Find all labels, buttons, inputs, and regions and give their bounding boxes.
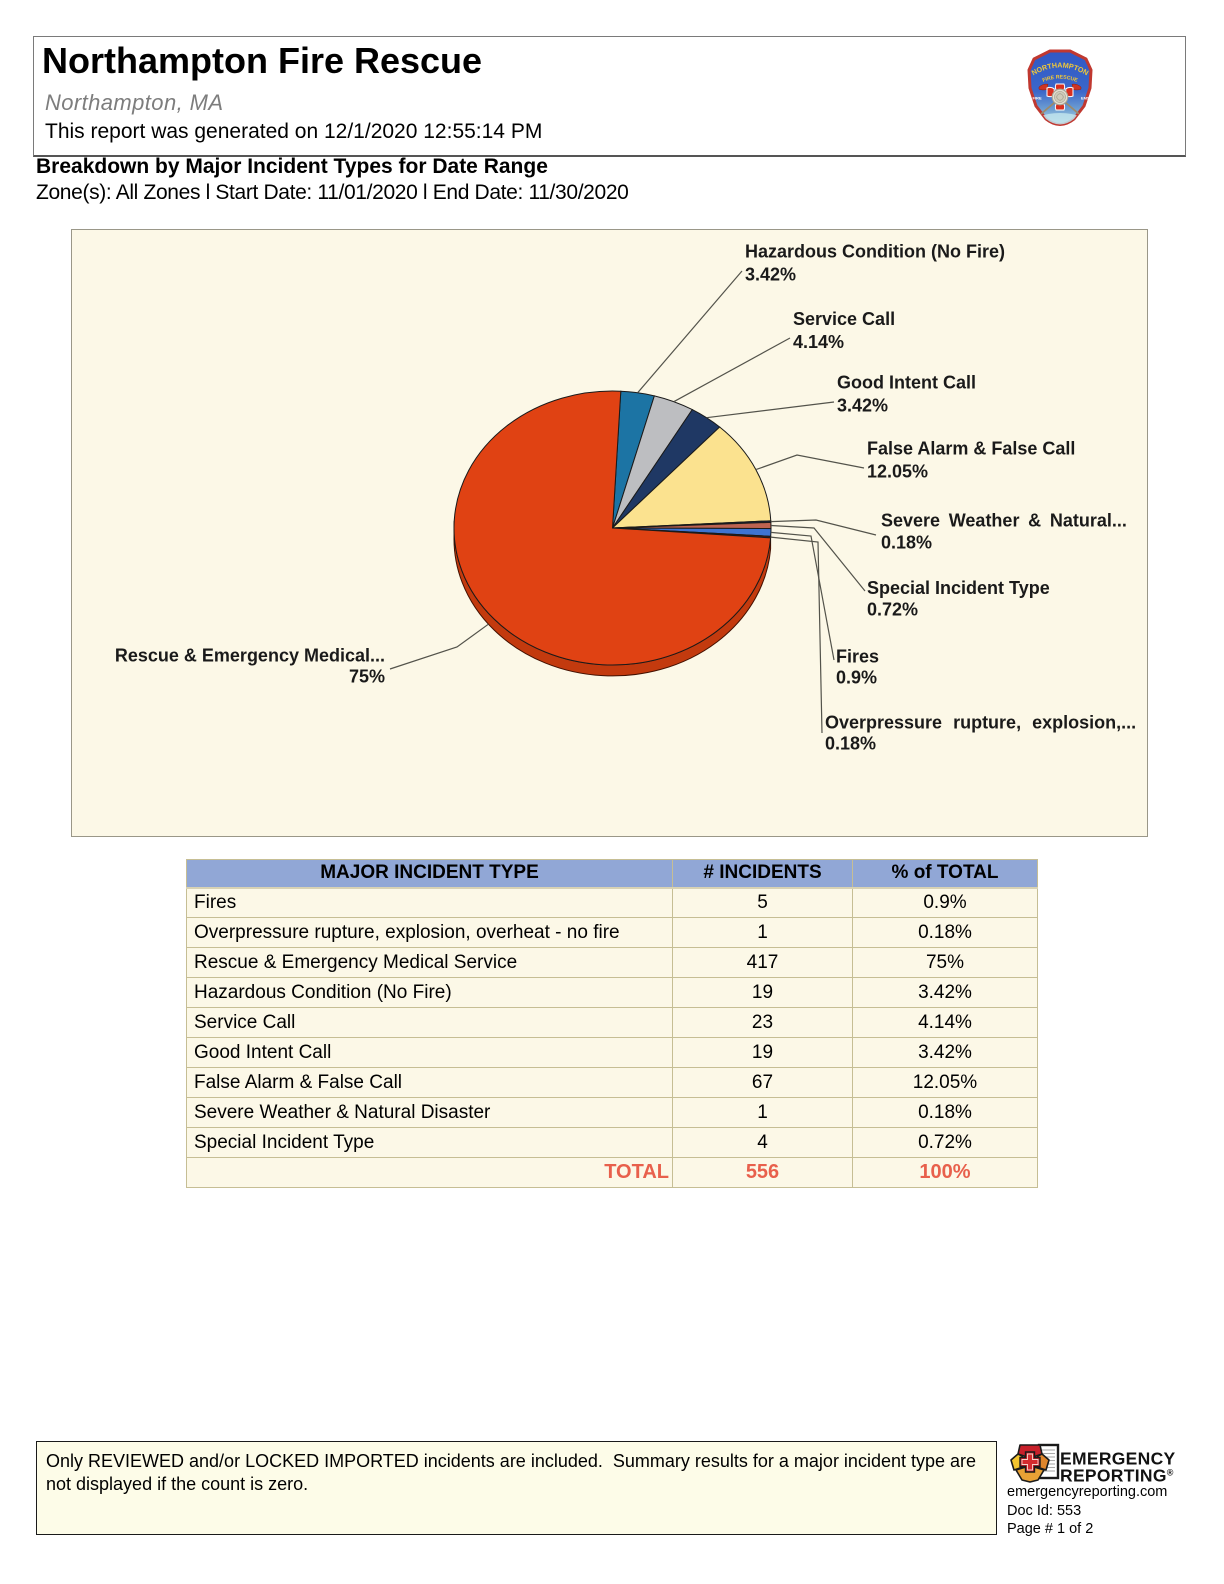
svg-text:12.05%: 12.05% bbox=[867, 462, 928, 482]
svg-text:Special Incident Type: Special Incident Type bbox=[867, 578, 1050, 598]
svg-text:0.72%: 0.72% bbox=[867, 600, 918, 620]
svg-text:Overpressure rupture, explosio: Overpressure rupture, explosion,... bbox=[825, 713, 1136, 733]
svg-text:0.18%: 0.18% bbox=[881, 533, 932, 553]
svg-text:Severe Weather & Natural...: Severe Weather & Natural... bbox=[881, 511, 1127, 531]
svg-text:4.14%: 4.14% bbox=[793, 332, 844, 352]
svg-text:False Alarm & False Call: False Alarm & False Call bbox=[867, 439, 1075, 459]
svg-text:Service Call: Service Call bbox=[793, 309, 895, 329]
svg-text:FIRE: FIRE bbox=[1033, 96, 1042, 101]
svg-text:0.18%: 0.18% bbox=[825, 734, 876, 754]
svg-text:3.42%: 3.42% bbox=[837, 396, 888, 416]
svg-text:Good Intent Call: Good Intent Call bbox=[837, 373, 976, 393]
svg-text:3.42%: 3.42% bbox=[745, 265, 796, 285]
svg-text:EMS: EMS bbox=[1081, 96, 1090, 101]
svg-text:FIRE RESCUE: FIRE RESCUE bbox=[1042, 74, 1079, 84]
svg-text:75%: 75% bbox=[349, 667, 385, 687]
svg-text:Fires: Fires bbox=[836, 647, 879, 667]
svg-text:0.9%: 0.9% bbox=[836, 668, 877, 688]
svg-text:Hazardous Condition (No Fire): Hazardous Condition (No Fire) bbox=[745, 242, 1005, 262]
svg-text:Rescue & Emergency Medical...: Rescue & Emergency Medical... bbox=[115, 646, 385, 666]
svg-text:REPORTING®: REPORTING® bbox=[1060, 1466, 1174, 1486]
svg-text:EMERGENCY: EMERGENCY bbox=[1060, 1449, 1176, 1469]
